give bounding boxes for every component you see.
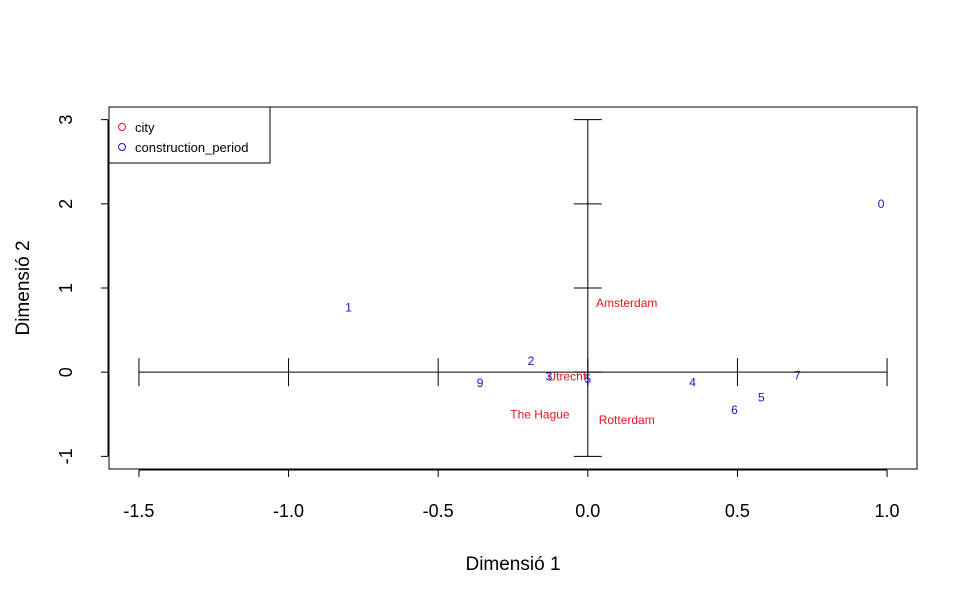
reference-axes [138,119,888,457]
point-label: 0 [878,197,885,211]
legend-label-construction-period: construction_period [135,140,248,155]
point-label: 3 [546,369,553,383]
point-label: 2 [528,354,535,368]
legend-box [108,106,271,164]
y-axis-title: Dimensió 2 [13,240,34,335]
legend-symbol-construction-period [118,143,126,151]
y-tick-label: 1 [56,283,76,293]
point-label: 7 [794,369,801,383]
x-tick-label: 0.5 [725,501,750,521]
y-tick-label: 0 [56,367,76,377]
point-label: 4 [689,375,696,389]
y-tick-label: -1 [56,448,76,464]
legend-label-city: city [135,120,155,135]
y-axis: -1 0 1 2 3 [56,115,109,464]
x-tick-label: -1.5 [123,501,154,521]
point-label: 9 [477,376,484,390]
legend-symbol-city [118,123,126,131]
point-label: Rotterdam [599,413,655,427]
point-label: 6 [731,403,738,417]
x-axis-title: Dimensió 1 [465,554,560,575]
x-tick-label: 0.0 [575,501,600,521]
point-label: 5 [758,390,765,404]
plot-area-border [108,106,918,470]
x-tick-label: -1.0 [273,501,304,521]
point-label: Utrecht [548,369,587,383]
y-tick-label: 3 [56,115,76,125]
x-tick-label: 1.0 [875,501,900,521]
point-label: The Hague [510,407,570,421]
x-tick-label: -0.5 [423,501,454,521]
point-label: Amsterdam [596,296,657,310]
legend: city construction_period [108,106,271,164]
point-label: 1 [345,300,352,314]
point-label: 5 [584,372,591,386]
x-axis: -1.5 -1.0 -0.5 0.0 0.5 1.0 [123,469,900,521]
y-tick-label: 2 [56,199,76,209]
